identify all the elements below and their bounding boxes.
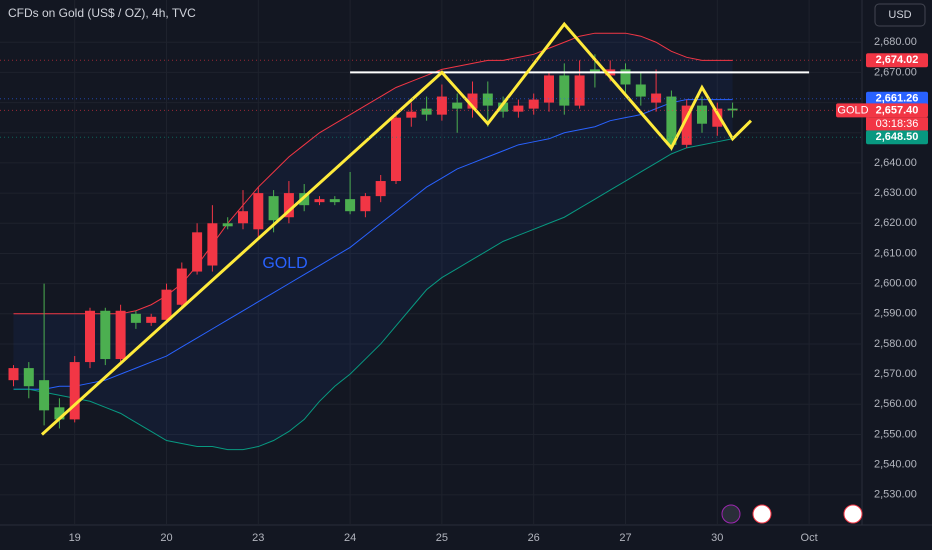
zigzag-line	[40, 21, 753, 436]
candle-body	[100, 310, 111, 360]
y-tick-label: 2,570.00	[874, 368, 917, 380]
candle-body	[360, 196, 371, 212]
candle-body	[498, 102, 509, 112]
candle-body	[666, 96, 677, 145]
candle-body	[329, 199, 340, 203]
currency-label[interactable]: USD	[888, 9, 911, 21]
price-tag-label: 2,648.50	[876, 131, 919, 143]
candle-body	[436, 96, 447, 115]
x-tick-label: 26	[528, 532, 540, 544]
candle-body	[712, 108, 723, 127]
annotation: GOLD	[262, 255, 307, 272]
candle-body	[253, 193, 264, 230]
x-tick-label: 19	[69, 532, 81, 544]
candle-body	[314, 199, 325, 203]
candle-body	[681, 105, 692, 145]
candle-body	[727, 108, 738, 111]
candle-body	[421, 108, 432, 115]
y-tick-label: 2,530.00	[874, 489, 917, 501]
y-tick-label: 2,610.00	[874, 247, 917, 259]
candle-body	[574, 75, 585, 106]
candle-body	[23, 368, 34, 387]
candle-body	[528, 99, 539, 109]
y-tick-label: 2,630.00	[874, 187, 917, 199]
plot-area	[0, 0, 862, 525]
price-tag	[866, 91, 928, 106]
x-tick-label: 24	[344, 532, 356, 544]
candle-body	[146, 316, 157, 323]
candle-body	[375, 181, 386, 197]
x-tick-label: 25	[436, 532, 448, 544]
candle-body	[161, 289, 172, 320]
y-tick-label: 2,680.00	[874, 36, 917, 48]
symbol-tag	[836, 103, 870, 118]
candle-body	[222, 223, 233, 227]
candle-body	[482, 93, 493, 106]
y-tick-label: 2,560.00	[874, 398, 917, 410]
countdown-label: 03:18:36	[876, 118, 919, 130]
candle-body	[452, 102, 463, 109]
candle-body	[115, 310, 126, 360]
candle-body	[513, 105, 524, 112]
candle-body	[192, 232, 203, 272]
currency-button[interactable]	[874, 3, 926, 27]
price-tag-label: 2,661.26	[876, 93, 919, 105]
candle-body	[54, 407, 65, 420]
chart-title: CFDs on Gold (US$ / OZ), 4h, TVC	[8, 6, 196, 20]
candle-body	[39, 380, 50, 411]
price-tag	[866, 130, 928, 145]
candle-body	[283, 193, 294, 218]
symbol-tag-label: GOLD	[837, 104, 868, 116]
candle-body	[589, 69, 600, 73]
band-line	[13, 138, 733, 451]
candle-body	[299, 193, 310, 206]
candle-body	[406, 111, 417, 118]
event-icon[interactable]	[752, 504, 772, 524]
candle-body	[391, 117, 401, 182]
countdown-tag	[866, 117, 928, 131]
candle-body	[69, 362, 80, 420]
price-tag	[866, 53, 928, 68]
candle-body	[176, 268, 187, 305]
candle-body	[467, 93, 478, 109]
y-tick-label: 2,540.00	[874, 459, 917, 471]
candle-body	[130, 313, 141, 323]
y-tick-label: 2,620.00	[874, 217, 917, 229]
event-icon[interactable]	[721, 504, 741, 524]
candle-body	[268, 196, 279, 221]
candle-body	[697, 105, 707, 124]
band-line	[13, 32, 733, 315]
price-tag-label: 2,657.40	[876, 104, 919, 116]
x-tick-label: 20	[160, 532, 172, 544]
y-tick-label: 2,590.00	[874, 308, 917, 320]
x-tick-label: 23	[252, 532, 264, 544]
x-tick-label: 30	[711, 532, 723, 544]
x-tick-label: 27	[619, 532, 631, 544]
candle-body	[85, 310, 95, 363]
event-icon[interactable]	[843, 504, 863, 524]
candle-body	[238, 211, 248, 224]
candle-body	[345, 199, 356, 212]
y-tick-label: 2,600.00	[874, 278, 917, 290]
candle-body	[544, 75, 554, 103]
y-tick-label: 2,670.00	[874, 66, 917, 78]
candle-body	[635, 84, 646, 97]
price-tag-label: 2,674.02	[876, 54, 919, 66]
y-tick-label: 2,550.00	[874, 428, 917, 440]
x-tick-label: Oct	[801, 532, 818, 544]
candle-body	[559, 75, 570, 106]
candle-body	[620, 69, 631, 85]
band-line	[13, 99, 733, 390]
y-tick-label: 2,580.00	[874, 338, 917, 350]
y-tick-label: 2,640.00	[874, 157, 917, 169]
candle-body	[207, 223, 218, 266]
price-tag	[866, 103, 928, 118]
candle-body	[8, 368, 19, 381]
candle-body	[651, 93, 662, 103]
